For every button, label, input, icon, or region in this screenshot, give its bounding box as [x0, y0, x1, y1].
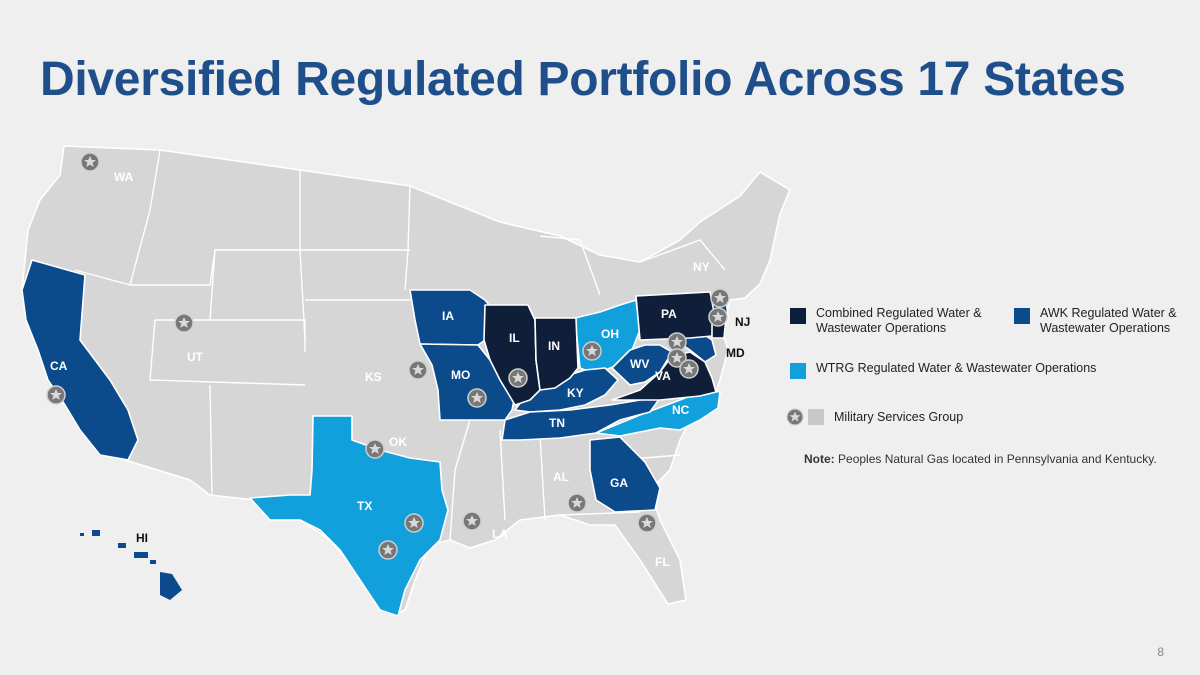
label-oh: OH	[601, 327, 619, 341]
label-nj: NJ	[735, 315, 750, 329]
star-in-circle-icon	[710, 288, 730, 308]
label-pa: PA	[661, 307, 677, 321]
label-nc: NC	[672, 403, 690, 417]
label-ga: GA	[610, 476, 628, 490]
label-md: MD	[726, 346, 745, 360]
military-markers	[46, 152, 730, 560]
star-in-circle-icon	[567, 493, 587, 513]
legend-combined: Combined Regulated Water & Wastewater Op…	[790, 306, 982, 336]
label-wa: WA	[114, 170, 134, 184]
label-al: AL	[553, 470, 569, 484]
state-tn	[501, 397, 661, 441]
legend-combined-line2: Wastewater Operations	[816, 321, 947, 335]
state-labels: WA CA UT KS OK TX IA MO IL IN OH KY TN W…	[50, 170, 750, 569]
legend-combined-line1: Combined Regulated Water &	[816, 306, 982, 320]
legend-swatch-wtrg	[790, 363, 806, 379]
label-la: LA	[492, 527, 508, 541]
state-ga	[589, 436, 661, 513]
star-in-circle-icon	[667, 348, 687, 368]
label-fl: FL	[655, 555, 670, 569]
legend-awk-line2: Wastewater Operations	[1040, 321, 1171, 335]
star-in-circle-icon	[80, 152, 100, 172]
legend-awk-line1: AWK Regulated Water &	[1040, 306, 1177, 320]
legend-wtrg-label: WTRG Regulated Water & Wastewater Operat…	[816, 361, 1097, 375]
legend-swatch-military	[808, 409, 824, 425]
state-ca	[21, 259, 139, 461]
label-ia: IA	[442, 309, 454, 323]
star-in-circle-icon	[46, 385, 66, 405]
combined-states	[483, 291, 727, 406]
legend-awk: AWK Regulated Water & Wastewater Operati…	[1014, 306, 1177, 336]
label-tx: TX	[357, 499, 372, 513]
awk-states	[21, 259, 729, 600]
label-mo: MO	[451, 368, 470, 382]
state-hi	[80, 530, 182, 600]
label-ny: NY	[693, 260, 710, 274]
label-ut: UT	[187, 350, 204, 364]
star-in-circle-icon	[467, 388, 487, 408]
state-in	[534, 317, 579, 391]
label-ks: KS	[365, 370, 382, 384]
footnote: Note: Peoples Natural Gas located in Pen…	[804, 452, 1157, 466]
label-ky: KY	[567, 386, 584, 400]
label-il: IL	[509, 331, 520, 345]
legend-military: Military Services Group	[786, 408, 963, 426]
star-in-circle-icon	[679, 359, 699, 379]
page-title: Diversified Regulated Portfolio Across 1…	[40, 53, 1126, 106]
star-in-circle-icon	[174, 313, 194, 333]
star-in-circle-icon	[408, 360, 428, 380]
label-ca: CA	[50, 359, 68, 373]
star-in-circle-icon	[365, 439, 385, 459]
star-in-circle-icon	[462, 511, 482, 531]
note-text: Peoples Natural Gas located in Pennsylva…	[838, 452, 1157, 466]
star-in-circle-icon	[637, 513, 657, 533]
label-va: VA	[655, 369, 671, 383]
star-in-circle-icon	[786, 408, 804, 426]
state-nc	[595, 389, 721, 437]
label-in: IN	[548, 339, 560, 353]
star-in-circle-icon	[404, 513, 424, 533]
label-tn: TN	[549, 416, 565, 430]
legend-swatch-combined	[790, 308, 806, 324]
legend-swatch-awk	[1014, 308, 1030, 324]
star-in-circle-icon	[378, 540, 398, 560]
state-tx	[249, 415, 449, 617]
star-in-circle-icon	[582, 341, 602, 361]
label-hi: HI	[136, 531, 148, 545]
label-wv: WV	[630, 357, 649, 371]
label-ok: OK	[389, 435, 407, 449]
page-number: 8	[1157, 645, 1164, 659]
note-label: Note:	[804, 452, 835, 466]
legend-military-label: Military Services Group	[834, 409, 964, 424]
star-in-circle-icon	[508, 368, 528, 388]
legend-wtrg: WTRG Regulated Water & Wastewater Operat…	[790, 361, 1096, 379]
star-in-circle-icon	[708, 307, 728, 327]
